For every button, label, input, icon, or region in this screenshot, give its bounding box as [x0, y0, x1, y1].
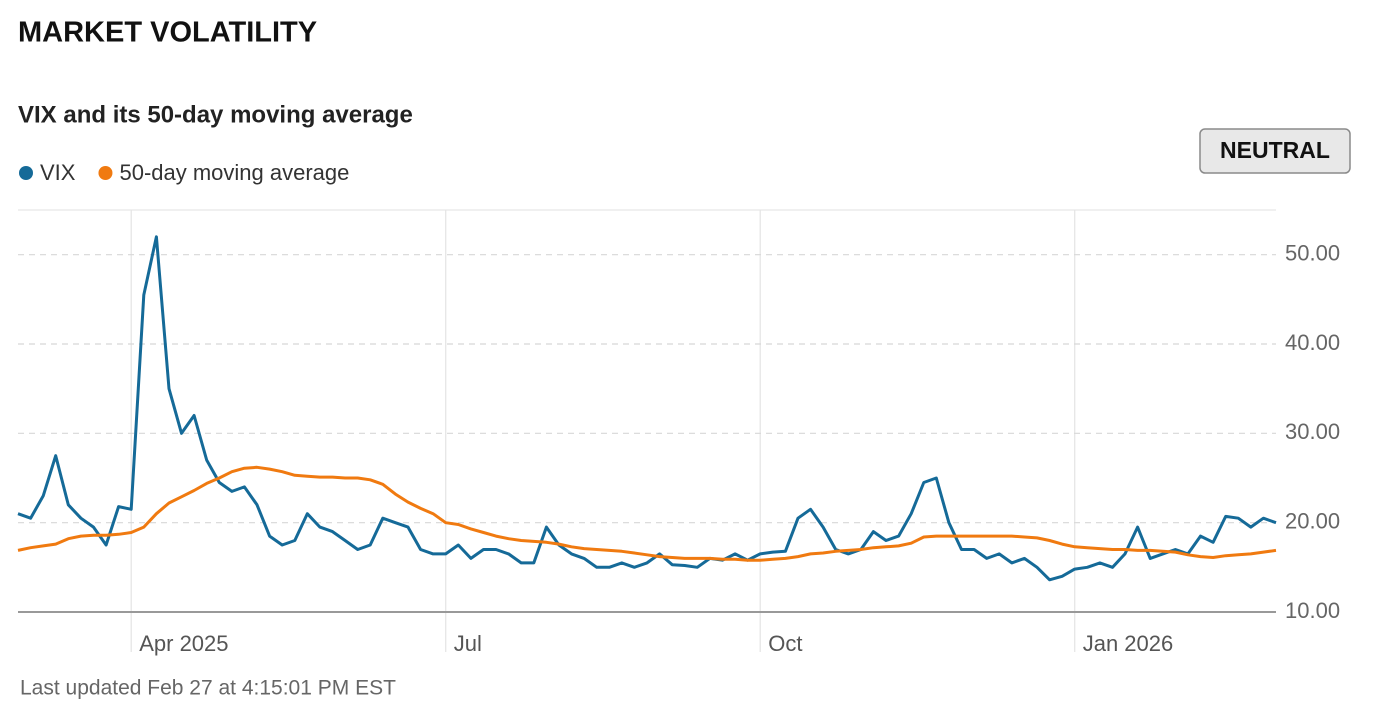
header: MARKET VOLATILITY — [18, 17, 317, 49]
y-tick-label: 50.00 — [1285, 240, 1340, 265]
x-tick-label: Apr 2025 — [139, 631, 228, 656]
badge-box — [1199, 128, 1351, 174]
legend-label: VIX — [40, 160, 76, 185]
y-tick-label: 20.00 — [1285, 508, 1340, 533]
badge: NEUTRAL — [1220, 137, 1330, 163]
legend-marker — [98, 166, 113, 180]
series-line — [17, 465, 1277, 562]
footer: Last updated Feb 27 at 4:15:01 PM EST — [20, 677, 396, 700]
legend-label: 50-day moving average — [119, 160, 349, 185]
legend-marker — [19, 166, 33, 180]
x-tick-label: Jan 2026 — [1083, 631, 1174, 656]
series-line — [17, 235, 1277, 582]
y-tick-label: 10.00 — [1285, 598, 1340, 623]
y-tick-label: 30.00 — [1285, 419, 1340, 444]
x-tick-label: Jul — [454, 631, 482, 656]
chart-title: VIX and its 50-day moving average — [18, 101, 413, 128]
y-tick-label: 40.00 — [1285, 330, 1340, 355]
x-tick-label: Oct — [768, 631, 802, 656]
